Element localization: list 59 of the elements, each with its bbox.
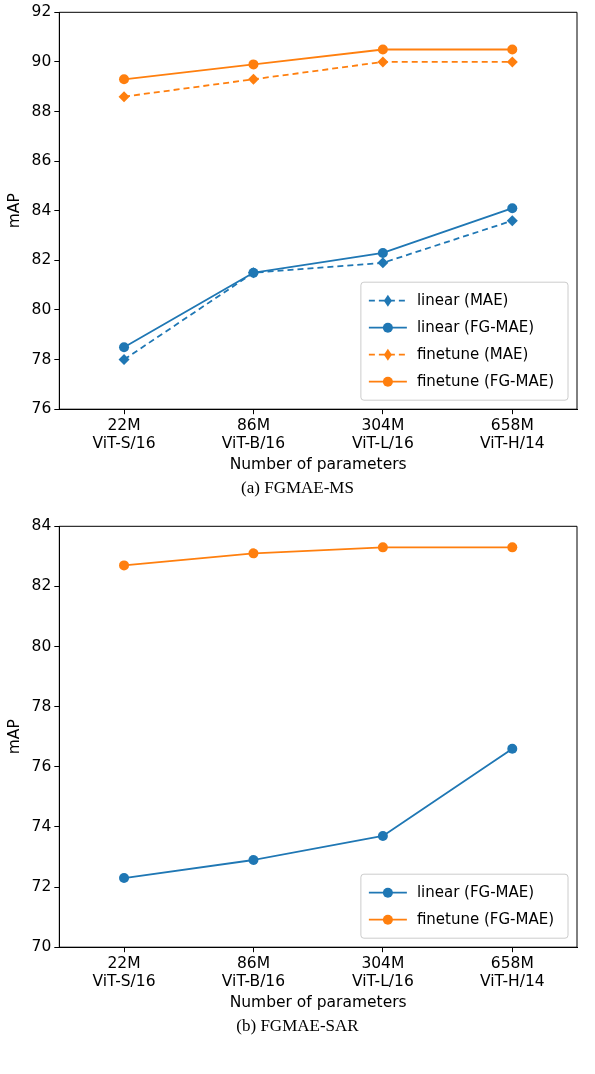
y-tick-label: 74 bbox=[31, 816, 52, 835]
y-tick-label: 84 bbox=[31, 516, 52, 535]
point bbox=[507, 542, 518, 553]
point bbox=[118, 354, 130, 366]
point bbox=[248, 59, 259, 70]
point bbox=[507, 743, 518, 754]
legend-label: linear (MAE) bbox=[416, 290, 509, 309]
point bbox=[119, 342, 130, 353]
y-tick-label: 86 bbox=[31, 151, 52, 170]
x-tick-label: 658M ViT-H/14 bbox=[479, 953, 545, 991]
text: (a) FGMAE-MS bbox=[240, 477, 355, 499]
point bbox=[119, 873, 130, 884]
x-tick-label: 86M ViT-B/16 bbox=[221, 415, 286, 453]
x-tick-label: 304M ViT-L/16 bbox=[351, 415, 414, 453]
point bbox=[118, 91, 130, 103]
y-tick-label: 72 bbox=[31, 877, 52, 896]
x-tick-label: 304M ViT-L/16 bbox=[351, 953, 414, 991]
x-axis-title: Number of parameters bbox=[229, 992, 407, 1011]
legend-label: linear (FG-MAE) bbox=[416, 317, 535, 336]
point bbox=[377, 257, 389, 269]
legend-label: finetune (MAE) bbox=[416, 344, 529, 363]
legend-label: finetune (FG-MAE) bbox=[416, 371, 554, 390]
x-axis-title: Number of parameters bbox=[229, 454, 407, 473]
x-tick-label: 86M ViT-B/16 bbox=[221, 953, 286, 991]
legend-label: finetune (FG-MAE) bbox=[416, 909, 554, 928]
y-tick-label: 84 bbox=[31, 200, 52, 219]
y-axis-title: mAP bbox=[5, 193, 24, 229]
y-tick-label: 76 bbox=[31, 756, 52, 775]
point bbox=[247, 73, 259, 85]
y-tick-label: 70 bbox=[31, 937, 52, 956]
point bbox=[248, 548, 259, 559]
y-tick-label: 92 bbox=[31, 2, 52, 21]
y-tick-label: 88 bbox=[31, 101, 52, 120]
text: (b) FGMAE-SAR bbox=[235, 1015, 360, 1037]
y-tick-label: 82 bbox=[31, 250, 52, 269]
point bbox=[248, 855, 259, 866]
point bbox=[377, 56, 389, 68]
point bbox=[377, 44, 388, 55]
point bbox=[119, 74, 130, 85]
y-tick-label: 80 bbox=[31, 636, 52, 655]
point bbox=[377, 830, 388, 841]
y-tick-label: 78 bbox=[31, 696, 52, 715]
point bbox=[377, 247, 388, 258]
point bbox=[119, 560, 130, 571]
y-tick-label: 90 bbox=[31, 51, 52, 70]
point bbox=[507, 44, 518, 55]
y-axis-title: mAP bbox=[5, 719, 24, 755]
point bbox=[507, 203, 518, 214]
point bbox=[506, 56, 518, 68]
legend-label: linear (FG-MAE) bbox=[416, 882, 535, 901]
y-tick-label: 82 bbox=[31, 576, 52, 595]
y-tick-label: 78 bbox=[31, 349, 52, 368]
x-tick-label: 22M ViT-S/16 bbox=[92, 415, 156, 453]
point bbox=[377, 542, 388, 553]
x-tick-label: 22M ViT-S/16 bbox=[92, 953, 156, 991]
y-tick-label: 76 bbox=[31, 399, 52, 418]
point bbox=[506, 215, 518, 227]
x-tick-label: 658M ViT-H/14 bbox=[479, 415, 545, 453]
y-tick-label: 80 bbox=[31, 300, 52, 319]
